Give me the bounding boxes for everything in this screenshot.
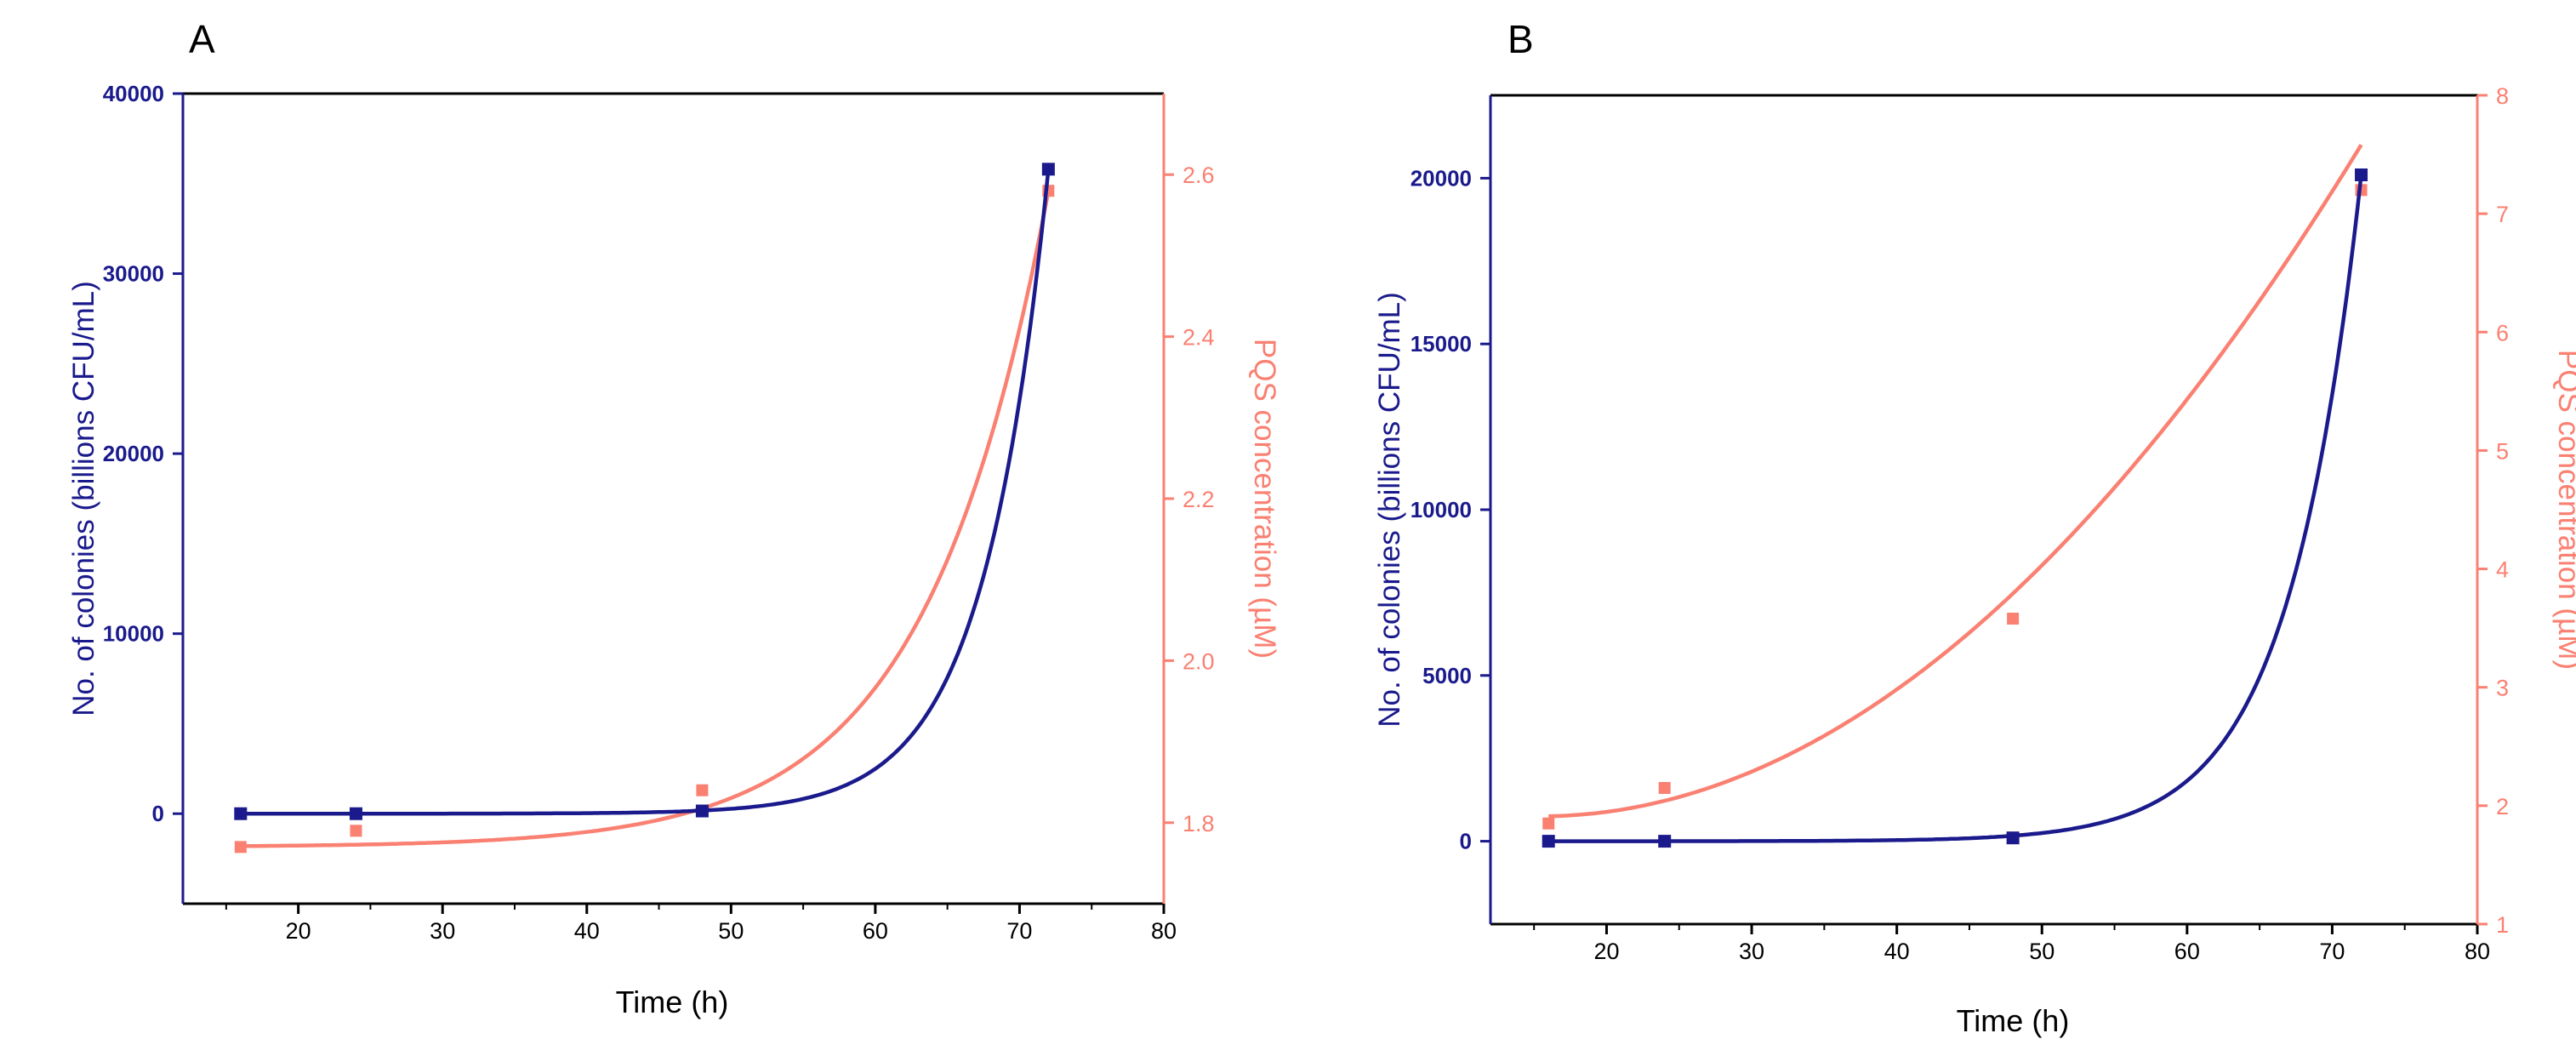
x-tick-label: 60	[2174, 939, 2200, 964]
colonies-data-point	[2355, 168, 2368, 182]
y-right-tick-label: 1.8	[1183, 811, 1215, 836]
x-tick-label: 40	[574, 918, 600, 944]
panel-a: A 20 30 40 50 60 70 80 0 10000 20000 30000 40000 1.8…	[67, 17, 1281, 1019]
panel-label: A	[189, 17, 215, 61]
pqs-data-point	[1658, 781, 1671, 794]
x-tick-label: 70	[1006, 918, 1032, 944]
y-axis-right-title: PQS concentration (µM)	[2552, 350, 2576, 670]
x-tick-label: 30	[1739, 939, 1764, 964]
colonies-data-point	[349, 807, 362, 820]
panel-label: B	[1507, 17, 1534, 61]
colonies-data-point	[1542, 835, 1555, 848]
colonies-data-point	[695, 804, 709, 818]
colonies-data-point	[1658, 835, 1672, 848]
pqs-data-point	[234, 841, 247, 853]
y-left-tick-label: 5000	[1422, 663, 1472, 688]
x-tick-label: 80	[1151, 918, 1177, 944]
colonies-data-point	[1041, 163, 1055, 176]
y-right-tick-label: 6	[2496, 320, 2509, 345]
pqs-data-point	[2007, 613, 2020, 625]
x-tick-label: 40	[1884, 939, 1910, 964]
x-tick-label: 30	[430, 918, 455, 944]
colonies-fit-curve	[1548, 174, 2363, 843]
y-axis-right-title: PQS concentration (µM)	[1248, 339, 1281, 659]
colonies-data-point	[234, 807, 248, 820]
x-tick-label: 20	[286, 918, 311, 944]
pqs-fit-curve	[1548, 144, 2363, 819]
y-left-tick-label: 40000	[103, 81, 164, 106]
y-right-tick-label: 2	[2496, 794, 2509, 819]
x-tick-label: 50	[718, 918, 744, 944]
pqs-data-point	[1542, 817, 1555, 830]
colonies-data-point	[2006, 831, 2020, 845]
y-right-tick-label: 2.6	[1183, 163, 1215, 188]
x-tick-label: 20	[1593, 939, 1619, 964]
y-left-tick-label: 20000	[103, 441, 164, 466]
y-right-tick-label: 3	[2496, 676, 2509, 701]
pqs-fit-curve	[240, 190, 1051, 848]
y-left-tick-label: 0	[152, 801, 164, 826]
colonies-fit-curve	[240, 168, 1051, 816]
y-left-tick-label: 10000	[103, 621, 164, 647]
y-axis-left-title: No. of colonies (billions CFU/mL)	[1373, 292, 1406, 728]
x-tick-label: 70	[2319, 939, 2345, 964]
y-left-tick-label: 30000	[103, 261, 164, 287]
y-left-tick-label: 10000	[1411, 497, 1472, 522]
x-axis-title: Time (h)	[616, 985, 729, 1019]
y-right-tick-label: 2.4	[1183, 325, 1215, 351]
y-right-tick-label: 2.2	[1183, 487, 1215, 512]
x-tick-label: 60	[863, 918, 888, 944]
pqs-data-point	[696, 784, 709, 796]
y-right-tick-label: 5	[2496, 438, 2509, 464]
x-tick-label: 80	[2465, 939, 2490, 964]
y-right-tick-label: 2.0	[1183, 648, 1215, 674]
x-axis-title: Time (h)	[1957, 1003, 2070, 1038]
y-axis-left-title: No. of colonies (billions CFU/mL)	[67, 281, 100, 716]
y-right-tick-label: 1	[2496, 912, 2509, 938]
y-left-tick-label: 0	[1460, 829, 1472, 854]
y-left-tick-label: 20000	[1411, 165, 1472, 191]
panel-b: B 20 30 40 50 60 70 80 0 5000 10000 15000 20000 1 2 3 4…	[1373, 17, 2576, 1038]
y-right-tick-label: 7	[2496, 202, 2509, 227]
y-right-tick-label: 8	[2496, 83, 2509, 109]
y-right-tick-label: 4	[2496, 557, 2509, 583]
x-tick-label: 50	[2029, 939, 2055, 964]
y-left-tick-label: 15000	[1411, 331, 1472, 357]
pqs-data-point	[350, 825, 362, 837]
